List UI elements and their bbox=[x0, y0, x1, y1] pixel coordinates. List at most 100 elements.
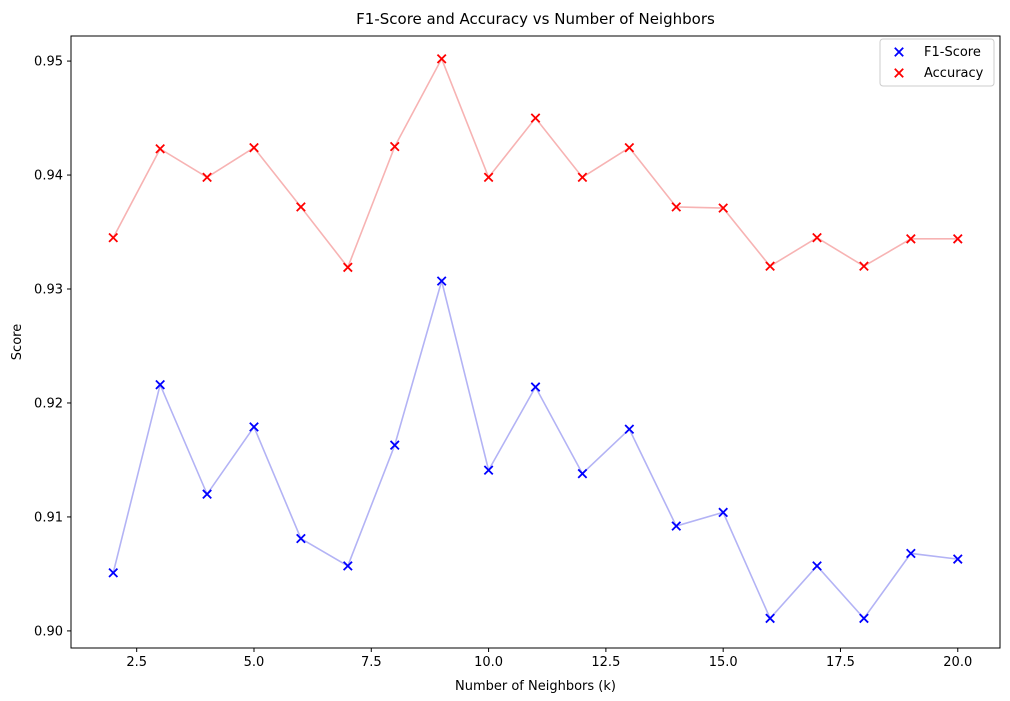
x-axis-label: Number of Neighbors (k) bbox=[455, 679, 616, 694]
legend-cross-accuracy bbox=[894, 68, 904, 78]
point-f1-score-18-stroke-b bbox=[859, 613, 869, 624]
point-accuracy-13-stroke-b bbox=[624, 142, 635, 153]
point-accuracy-17-stroke-b bbox=[812, 232, 822, 243]
point-f1-score-6 bbox=[296, 533, 306, 544]
point-f1-score-13 bbox=[624, 424, 635, 435]
legend-label-accuracy: Accuracy bbox=[924, 66, 984, 81]
point-f1-score-16-stroke-b bbox=[765, 613, 775, 624]
point-f1-score-5-stroke-b bbox=[249, 422, 259, 432]
x-axis: 2.5 5.0 7.5 10.0 12.5 15.0 17.5 20.0 bbox=[126, 648, 972, 670]
point-f1-score-14 bbox=[671, 521, 682, 531]
point-accuracy-3-stroke-b bbox=[155, 143, 165, 154]
point-f1-score-11 bbox=[530, 382, 541, 392]
point-accuracy-4 bbox=[202, 172, 212, 183]
point-accuracy-2-stroke-b bbox=[108, 232, 119, 243]
point-accuracy-14 bbox=[671, 202, 682, 212]
point-f1-score-12-stroke-b bbox=[577, 468, 588, 479]
legend-cross-f1-score bbox=[894, 47, 904, 57]
y-tick-label-2: 0.92 bbox=[34, 396, 63, 411]
point-accuracy-8 bbox=[389, 141, 400, 152]
point-f1-score-9 bbox=[436, 276, 447, 286]
point-accuracy-18-stroke-b bbox=[859, 261, 869, 272]
point-f1-score-12 bbox=[577, 468, 588, 479]
point-f1-score-19-stroke-b bbox=[906, 548, 916, 559]
point-f1-score-17 bbox=[812, 561, 822, 571]
point-f1-score-8 bbox=[389, 440, 400, 450]
point-f1-score-2 bbox=[108, 567, 119, 578]
point-f1-score-17-stroke-b bbox=[812, 561, 822, 571]
point-f1-score-11-stroke-b bbox=[530, 382, 541, 392]
point-accuracy-20 bbox=[952, 234, 963, 244]
x-tick-label-2: 7.5 bbox=[361, 655, 382, 670]
point-f1-score-7 bbox=[342, 561, 353, 571]
point-f1-score-3-stroke-b bbox=[155, 379, 165, 390]
point-f1-score-20-stroke-b bbox=[952, 554, 963, 564]
point-accuracy-2 bbox=[108, 232, 119, 243]
legend-cross-accuracy-stroke-b bbox=[894, 68, 904, 78]
point-f1-score-10 bbox=[483, 465, 494, 476]
point-f1-score-16 bbox=[765, 613, 775, 624]
x-tick-label-1: 5.0 bbox=[244, 655, 265, 670]
point-f1-score-15-stroke-b bbox=[718, 507, 729, 518]
x-tick-label-4: 12.5 bbox=[591, 655, 620, 670]
point-accuracy-11 bbox=[530, 113, 541, 123]
point-accuracy-9-stroke-b bbox=[436, 53, 447, 64]
point-f1-score-13-stroke-b bbox=[624, 424, 635, 435]
point-f1-score-19 bbox=[906, 548, 916, 559]
legend-marker-f1-score bbox=[894, 47, 904, 57]
point-accuracy-9 bbox=[436, 53, 447, 64]
point-accuracy-6-stroke-b bbox=[296, 202, 306, 212]
point-f1-score-14-stroke-b bbox=[671, 521, 682, 531]
point-f1-score-18 bbox=[859, 613, 869, 624]
point-accuracy-5 bbox=[249, 142, 259, 153]
point-accuracy-20-stroke-b bbox=[952, 234, 963, 244]
point-f1-score-10-stroke-b bbox=[483, 465, 494, 476]
point-f1-score-5 bbox=[249, 422, 259, 432]
point-accuracy-16 bbox=[765, 261, 775, 272]
point-accuracy-4-stroke-b bbox=[202, 172, 212, 183]
x-tick-label-5: 15.0 bbox=[709, 655, 738, 670]
legend-marker-accuracy bbox=[894, 68, 904, 78]
series-line-f1-score bbox=[112, 277, 958, 620]
y-tick-label-3: 0.93 bbox=[34, 283, 63, 298]
point-accuracy-6 bbox=[296, 202, 306, 212]
point-accuracy-15 bbox=[718, 203, 729, 213]
point-f1-score-15 bbox=[718, 507, 729, 518]
point-accuracy-10 bbox=[483, 172, 494, 183]
y-tick-label-0: 0.90 bbox=[34, 624, 63, 639]
y-tick-label-4: 0.94 bbox=[34, 169, 63, 184]
point-f1-score-4 bbox=[202, 489, 212, 499]
point-f1-score-3 bbox=[155, 379, 165, 390]
point-accuracy-5-stroke-b bbox=[249, 142, 259, 153]
point-accuracy-15-stroke-b bbox=[718, 203, 729, 213]
y-axis-label: Score bbox=[10, 324, 25, 360]
point-accuracy-11-stroke-b bbox=[530, 113, 541, 123]
point-accuracy-18 bbox=[859, 261, 869, 272]
x-tick-label-6: 17.5 bbox=[826, 655, 855, 670]
x-tick-label-7: 20.0 bbox=[943, 655, 972, 670]
point-accuracy-14-stroke-b bbox=[671, 202, 682, 212]
series-markers bbox=[108, 53, 963, 624]
point-accuracy-19-stroke-b bbox=[906, 234, 916, 244]
legend-entry-f1-score: F1-Score bbox=[894, 45, 981, 60]
point-accuracy-10-stroke-b bbox=[483, 172, 494, 183]
y-tick-label-5: 0.95 bbox=[34, 55, 63, 70]
chart-title: F1-Score and Accuracy vs Number of Neigh… bbox=[356, 10, 715, 28]
point-accuracy-13 bbox=[624, 142, 635, 153]
series-lines bbox=[112, 56, 958, 620]
point-f1-score-7-stroke-b bbox=[342, 561, 353, 571]
point-f1-score-6-stroke-b bbox=[296, 533, 306, 544]
point-f1-score-9-stroke-b bbox=[436, 276, 447, 286]
legend-label-f1-score: F1-Score bbox=[924, 45, 981, 60]
legend: F1-Score Accuracy bbox=[879, 38, 995, 87]
x-tick-label-3: 10.0 bbox=[474, 655, 503, 670]
point-f1-score-20 bbox=[952, 554, 963, 564]
point-f1-score-2-stroke-b bbox=[108, 567, 119, 578]
legend-cross-f1-score-stroke-b bbox=[894, 47, 904, 57]
point-accuracy-16-stroke-b bbox=[765, 261, 775, 272]
y-tick-label-1: 0.91 bbox=[34, 510, 63, 525]
point-accuracy-7 bbox=[342, 262, 353, 273]
y-axis: 0.90 0.91 0.92 0.93 0.94 0.95 bbox=[34, 55, 71, 639]
point-f1-score-4-stroke-b bbox=[202, 489, 212, 499]
